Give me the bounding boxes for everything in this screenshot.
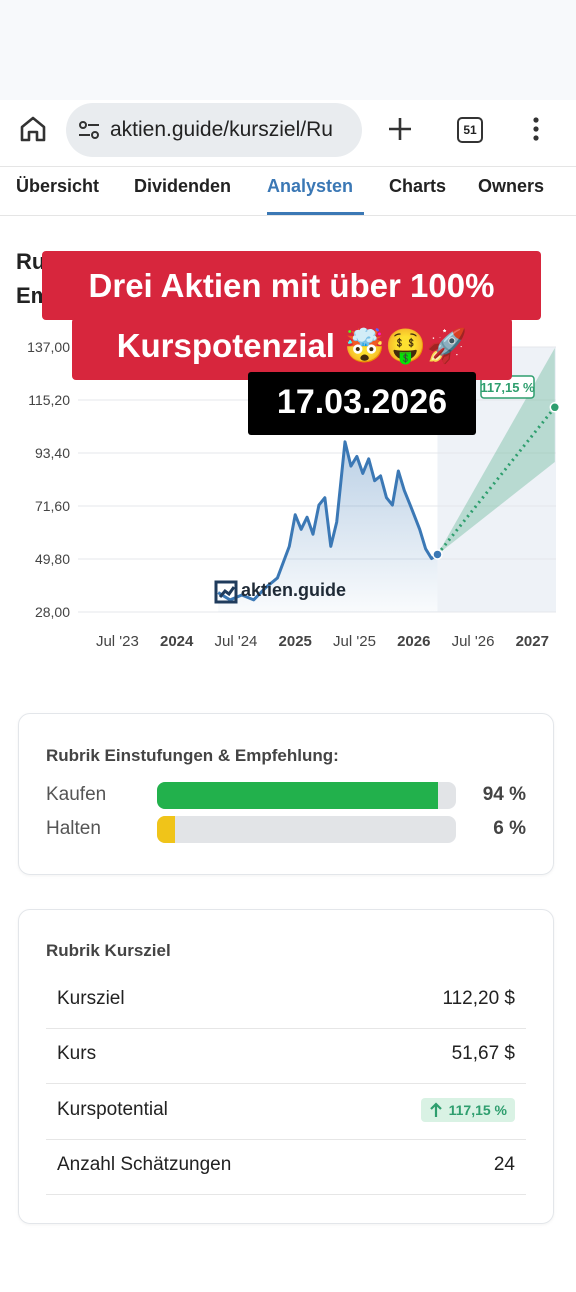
divider — [0, 166, 576, 167]
card-title: Rubrik Einstufungen & Empfehlung: — [46, 746, 339, 765]
x-tick-label: 2024 — [160, 633, 194, 650]
heading: Ru — [16, 249, 46, 274]
new-tab-button[interactable] — [387, 116, 413, 142]
url-text: aktien.guide/kursziel/Ru — [110, 118, 333, 141]
x-tick-label: Jul '24 — [215, 633, 258, 650]
bar-track — [157, 782, 456, 809]
x-tick-label: Jul '25 — [333, 633, 376, 650]
price-target-card: Rubrik Kursziel Kursziel 112,20 $ Kurs 51,6… — [18, 909, 554, 1224]
row-value: 24 — [493, 1153, 515, 1175]
overlay-title: Drei Aktien mit über 100% — [42, 251, 541, 320]
divider — [0, 215, 576, 216]
row-divider — [46, 1083, 526, 1085]
rating-label: Halten — [46, 818, 101, 839]
nav-tab[interactable]: Übersicht — [16, 176, 100, 196]
active-tab-indicator — [267, 212, 364, 215]
row-divider — [46, 1028, 526, 1029]
nav-tab[interactable]: Analysten — [267, 176, 354, 196]
overlay-title: Kurspotenzial 🤯🤑🚀 — [72, 318, 512, 380]
row-label: Anzahl Schätzungen — [57, 1153, 232, 1175]
rating-value: 94 % — [482, 784, 526, 805]
price-line — [217, 440, 439, 602]
row-label: Kurs — [57, 1043, 97, 1065]
x-tick-label: Jul '23 — [96, 633, 139, 650]
row-value: 112,20 $ — [442, 988, 515, 1009]
x-tick-label: 2027 — [516, 633, 549, 650]
forecast-point — [549, 402, 561, 413]
url-bar[interactable]: aktien.guide/kursziel/Ru — [66, 103, 362, 157]
up-arrow — [429, 1102, 442, 1117]
rating-bar — [157, 816, 175, 843]
target-label: 117,15 % — [480, 380, 535, 395]
row-label: Kurspotential — [57, 1098, 168, 1120]
home-button[interactable] — [18, 114, 48, 144]
y-tick-label: 71,60 — [35, 498, 70, 514]
row-divider — [46, 1138, 526, 1140]
nav-tab[interactable]: Dividenden — [134, 176, 232, 196]
rating-label: Kaufen — [46, 784, 107, 805]
forecast-point — [432, 549, 443, 560]
x-tick-label: 2025 — [279, 633, 312, 650]
tab-switcher[interactable]: 51 — [457, 117, 483, 143]
row-value: 51,67 $ — [451, 1043, 515, 1065]
nav-tab[interactable]: Charts — [389, 176, 447, 196]
rating-card: Rubrik Einstufungen & Empfehlung: Kaufen… — [18, 713, 554, 875]
watermark: aktien.guide — [241, 580, 346, 600]
x-tick-label: 2026 — [397, 633, 430, 650]
rating-bar — [157, 782, 439, 809]
bar-track — [157, 816, 456, 843]
up-arrow-path — [429, 1102, 442, 1117]
status-area — [0, 0, 576, 100]
site-settings-icon[interactable] — [78, 120, 100, 140]
overlay-date: 17.03.2026 — [248, 372, 476, 435]
y-tick-label: 93,40 — [35, 445, 70, 461]
potential-badge: 117,15 % — [420, 1097, 515, 1122]
y-tick-label: 28,00 — [35, 604, 70, 620]
menu-button[interactable] — [530, 116, 542, 144]
nav-tab[interactable]: Owners — [478, 176, 545, 196]
y-tick-label: 49,80 — [35, 551, 70, 567]
forecast-line — [436, 406, 556, 556]
row-divider — [46, 1193, 526, 1195]
rating-value: 6 % — [493, 818, 526, 839]
y-tick-label: 115,20 — [28, 392, 70, 408]
row-label: Kursziel — [57, 988, 125, 1009]
x-tick-label: Jul '26 — [452, 633, 495, 650]
y-tick-label: 137,00 — [27, 339, 70, 355]
card-title: Rubrik Kursziel — [46, 941, 171, 960]
forecast-cone — [437, 347, 555, 555]
watermark-icon — [214, 580, 238, 604]
